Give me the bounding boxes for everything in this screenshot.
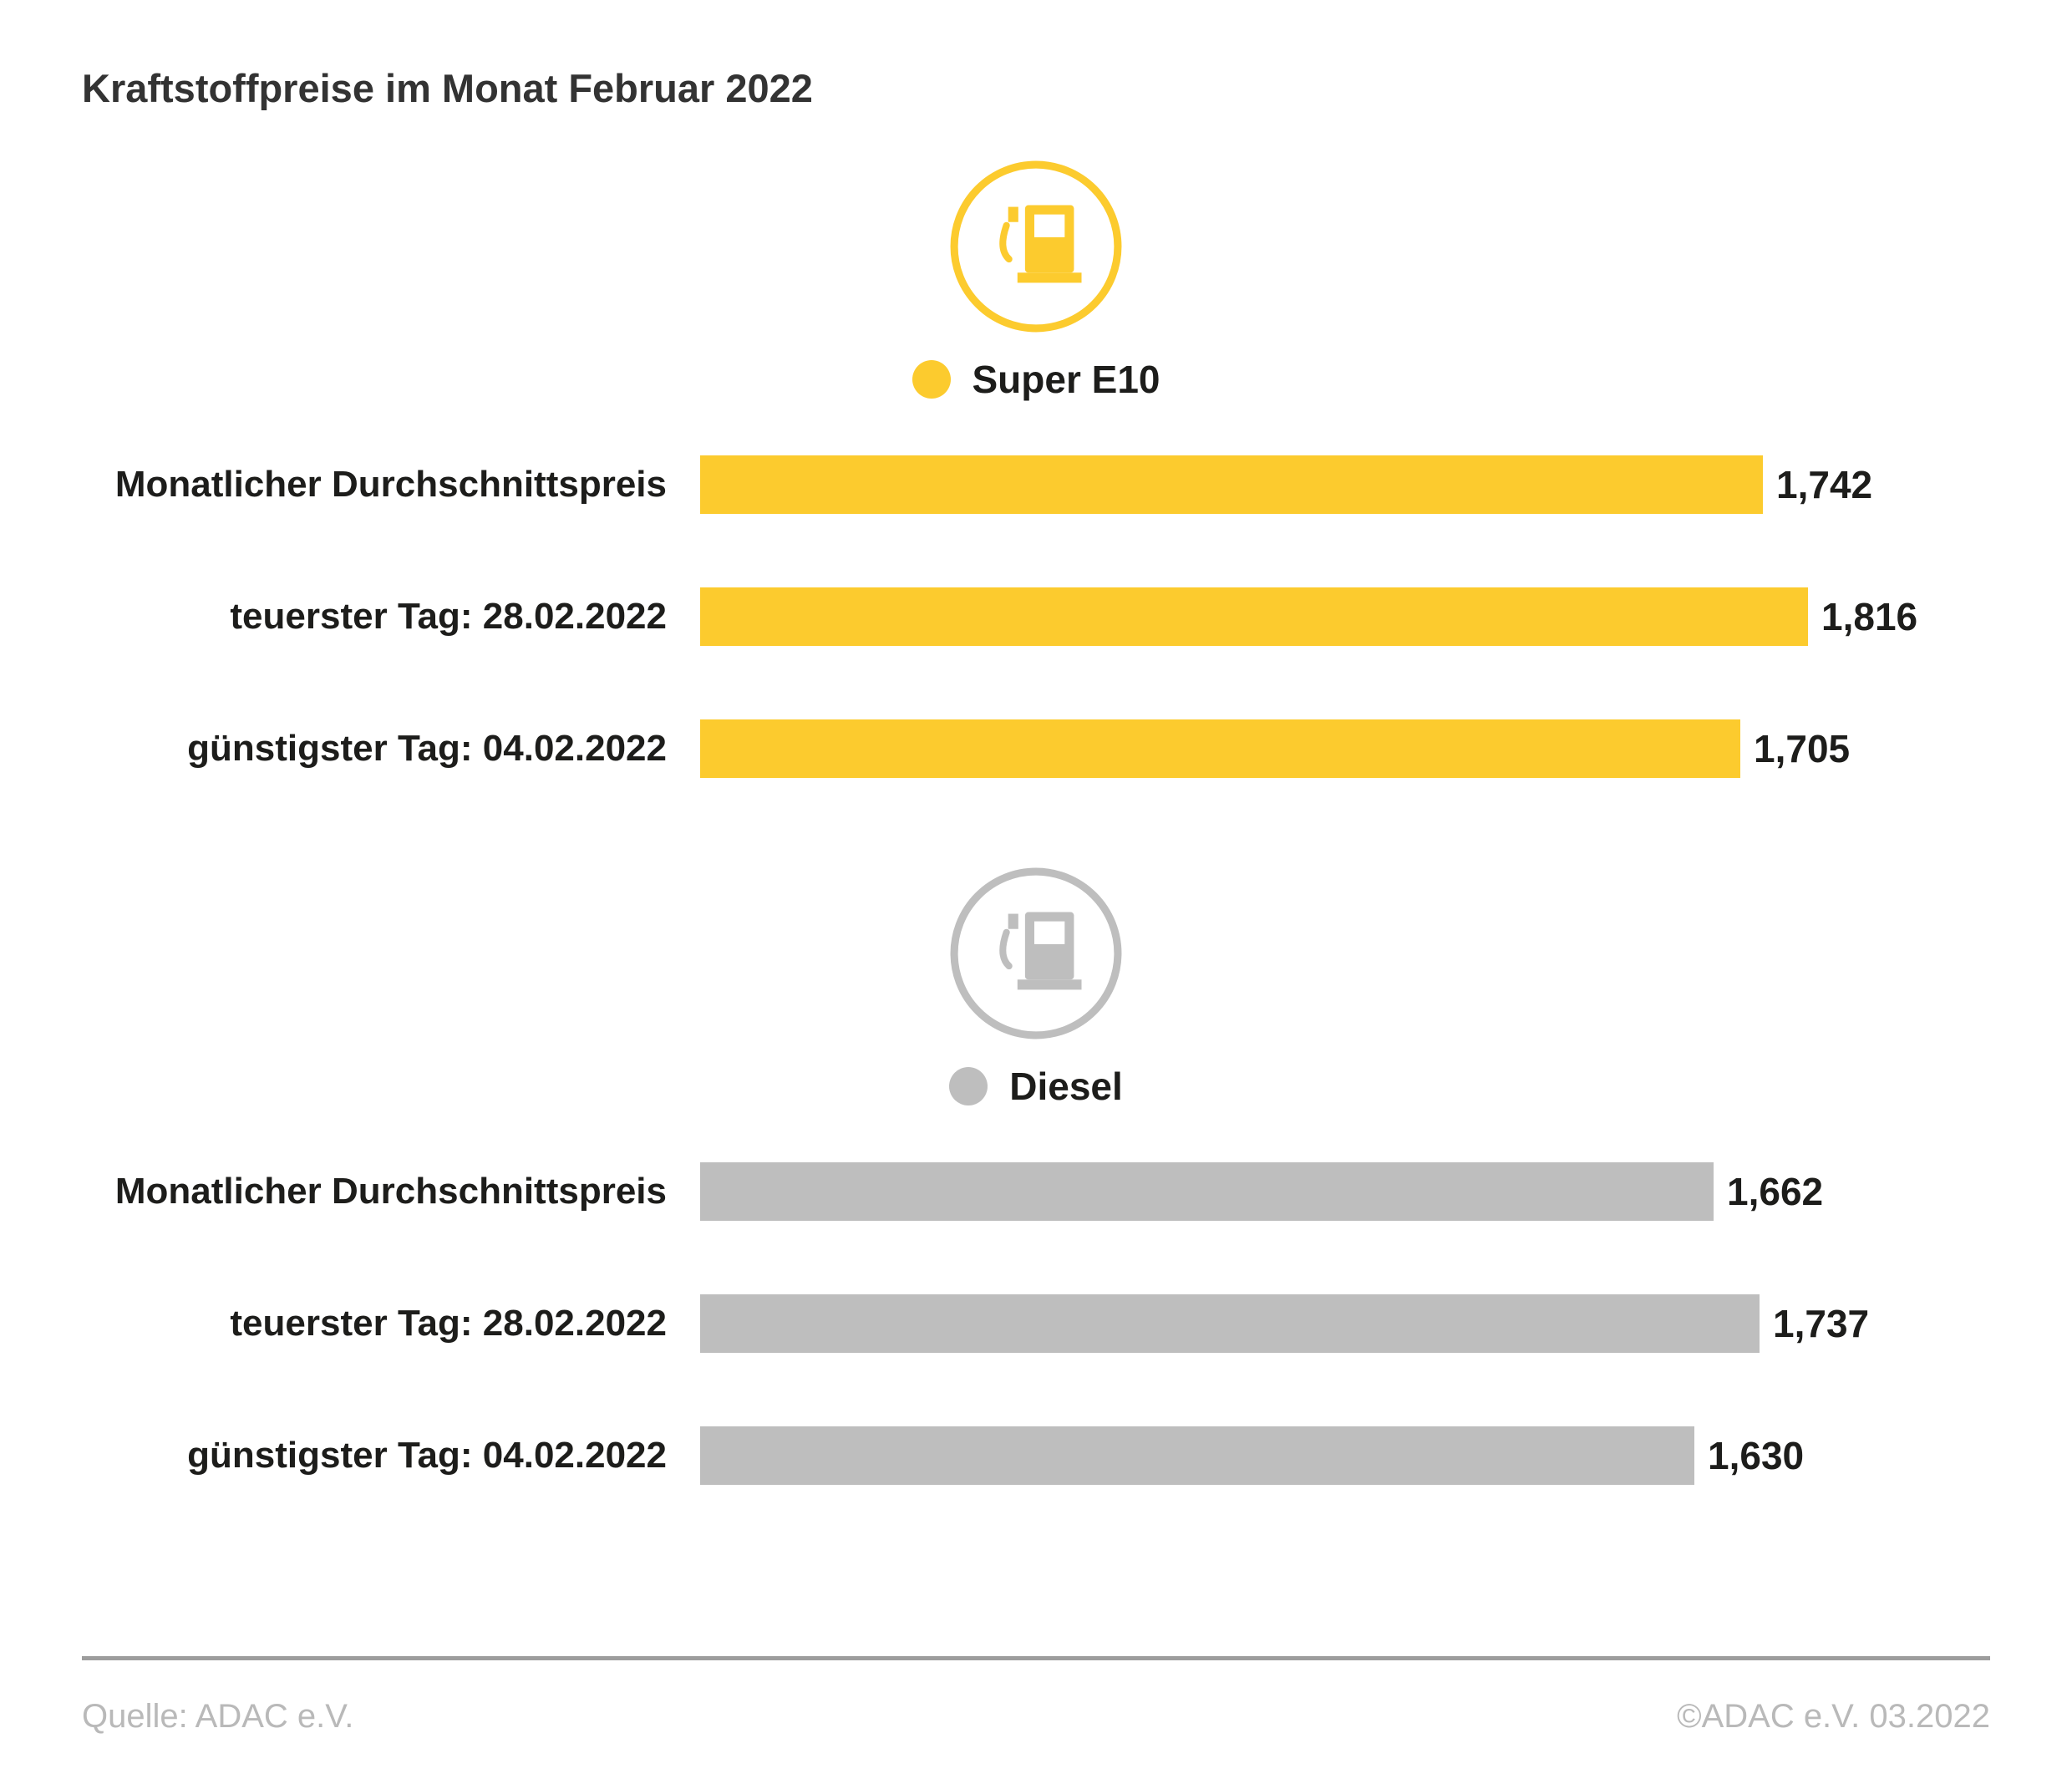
bar-label: günstigster Tag: 04.02.2022 (187, 728, 667, 769)
bar-super-avg (700, 455, 1763, 514)
fuel-pump-icon (0, 865, 2072, 1042)
bar-row: günstigster Tag: 04.02.2022 1,630 (0, 1426, 2072, 1485)
group-super-e10: Super E10 Monatlicher Durchschnittspreis… (0, 158, 2072, 778)
bar-row: günstigster Tag: 04.02.2022 1,705 (0, 719, 2072, 778)
legend-label-super-e10: Super E10 (972, 358, 1160, 401)
bar-value: 1,816 (1821, 595, 1918, 638)
bar-area: 1,630 (700, 1426, 2072, 1485)
bar-row: teuerster Tag: 28.02.2022 1,816 (0, 587, 2072, 646)
legend-label-diesel: Diesel (1009, 1065, 1123, 1108)
bar-value: 1,737 (1773, 1302, 1870, 1345)
bar-value: 1,742 (1776, 463, 1873, 506)
bar-super-min (700, 719, 1740, 778)
bar-label: teuerster Tag: 28.02.2022 (230, 596, 667, 637)
bar-value: 1,705 (1754, 727, 1851, 770)
bar-diesel-min (700, 1426, 1694, 1485)
bar-label: Monatlicher Durchschnittspreis (114, 1171, 667, 1212)
bar-value: 1,630 (1708, 1434, 1805, 1477)
bar-row: Monatlicher Durchschnittspreis 1,662 (0, 1162, 2072, 1221)
footer-source: Quelle: ADAC e.V. (82, 1698, 354, 1735)
bar-super-max (700, 587, 1808, 646)
bar-rows-super-e10: Monatlicher Durchschnittspreis 1,742 teu… (0, 455, 2072, 778)
bar-row: teuerster Tag: 28.02.2022 1,737 (0, 1294, 2072, 1353)
bar-label: Monatlicher Durchschnittspreis (114, 464, 667, 505)
bar-area: 1,742 (700, 455, 2072, 514)
bar-area: 1,737 (700, 1294, 2072, 1353)
fuel-pump-icon (0, 158, 2072, 335)
legend-dot-super-e10 (912, 360, 951, 399)
legend-diesel: Diesel (0, 1064, 2072, 1109)
bar-row: Monatlicher Durchschnittspreis 1,742 (0, 455, 2072, 514)
chart-title: Kraftstoffpreise im Monat Februar 2022 (82, 66, 813, 110)
footer: Quelle: ADAC e.V. ©ADAC e.V. 03.2022 (82, 1698, 1990, 1736)
group-diesel: Diesel Monatlicher Durchschnittspreis 1,… (0, 865, 2072, 1485)
bar-area: 1,705 (700, 719, 2072, 778)
footer-divider (82, 1656, 1990, 1660)
legend-super-e10: Super E10 (0, 357, 2072, 402)
bar-area: 1,662 (700, 1162, 2072, 1221)
bar-label: teuerster Tag: 28.02.2022 (230, 1303, 667, 1344)
bar-diesel-max (700, 1294, 1760, 1353)
bar-label: günstigster Tag: 04.02.2022 (187, 1435, 667, 1476)
bar-rows-diesel: Monatlicher Durchschnittspreis 1,662 teu… (0, 1162, 2072, 1485)
bar-value: 1,662 (1727, 1170, 1824, 1213)
legend-dot-diesel (949, 1067, 988, 1105)
footer-copyright: ©ADAC e.V. 03.2022 (1677, 1698, 1990, 1735)
bar-diesel-avg (700, 1162, 1714, 1221)
bar-area: 1,816 (700, 587, 2072, 646)
